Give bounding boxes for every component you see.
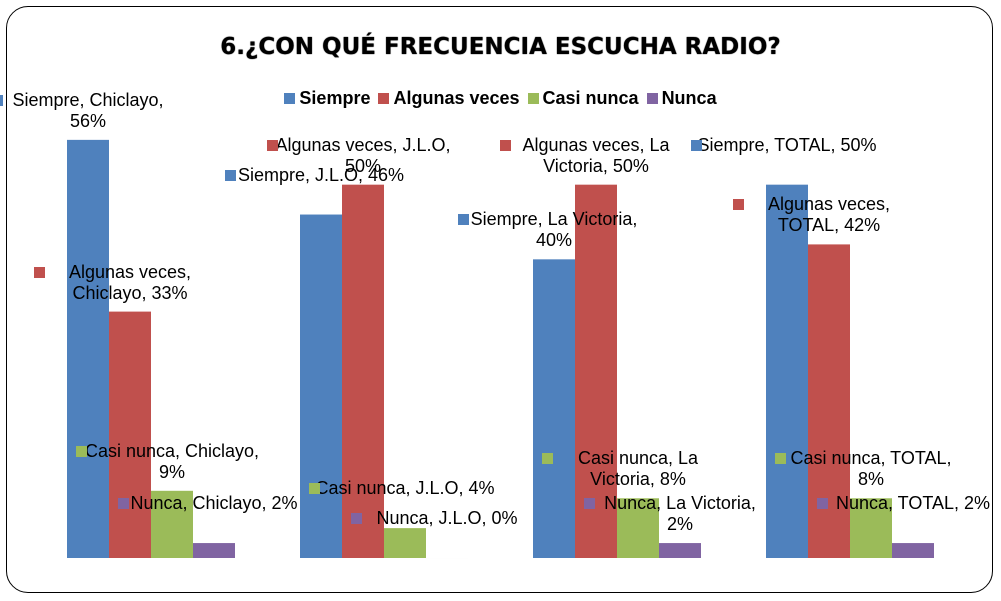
legend-label: Algunas veces [393, 88, 520, 108]
legend-label: Casi nunca [542, 88, 639, 108]
data-label-marker [34, 266, 45, 278]
legend-swatch [646, 93, 658, 104]
data-label-marker [309, 483, 320, 495]
legend-swatch [378, 93, 390, 104]
data-label: Siempre, TOTAL, 50% [697, 134, 877, 155]
data-label-marker [76, 445, 87, 457]
data-label: Algunas veces, J.L.O, 50% [275, 134, 451, 176]
data-label: Casi nunca, J.L.O, 4% [315, 478, 495, 499]
data-label-marker [351, 513, 362, 524]
data-label: Casi nunca, La Victoria, 8% [577, 448, 699, 490]
bar [300, 214, 342, 559]
data-label-marker [542, 453, 553, 465]
bar [67, 139, 109, 558]
bar [766, 184, 808, 558]
bar [892, 543, 934, 558]
data-label: Casi nunca, Chiclayo, 9% [84, 440, 260, 482]
data-label: Siempre, La Victoria, 40% [470, 209, 638, 251]
chart-title: 6.¿CON QUÉ FRECUENCIA ESCUCHA RADIO? [220, 34, 781, 60]
data-label: Nunca, J.L.O, 0% [376, 508, 518, 528]
bar [659, 543, 701, 558]
data-label: Nunca, TOTAL, 2% [835, 493, 991, 514]
legend-item: Algunas veces [378, 88, 520, 109]
legend-swatch [527, 93, 539, 104]
data-label-marker [775, 453, 786, 465]
bar [533, 259, 575, 558]
data-label-marker [500, 139, 511, 151]
bar [109, 311, 151, 558]
data-label-marker [733, 199, 744, 211]
data-label-marker [584, 498, 595, 510]
legend-swatch [284, 93, 296, 104]
data-label: Siempre, Chiclayo, 56% [12, 89, 164, 131]
data-label: Siempre, J.L.O, 46% [237, 164, 405, 185]
data-label-marker [225, 169, 236, 181]
data-label-marker [817, 498, 828, 510]
bar [575, 184, 617, 558]
legend-item: Casi nunca [527, 88, 639, 109]
data-label: Algunas veces, Chiclayo, 33% [68, 261, 192, 303]
data-label-marker [691, 139, 702, 151]
data-label-marker [458, 214, 469, 226]
data-label: Algunas veces, La Victoria, 50% [522, 134, 670, 176]
data-label-marker [0, 94, 3, 106]
bar [151, 490, 193, 558]
legend-item: Siempre [284, 88, 370, 109]
chart-border [6, 6, 993, 593]
legend-label: Siempre [299, 88, 371, 108]
bar [384, 528, 426, 558]
data-label: Nunca, Chiclayo, 2% [130, 493, 298, 514]
data-label: Algunas veces, TOTAL, 42% [767, 194, 891, 236]
bar [850, 498, 892, 558]
bar [342, 184, 384, 558]
data-label-marker [118, 498, 129, 510]
legend-item: Nunca [646, 88, 717, 109]
bar [808, 244, 850, 558]
bar [617, 498, 659, 558]
data-label: Casi nunca, TOTAL, 8% [790, 448, 952, 490]
bar [193, 543, 235, 558]
legend: Siempre Algunas veces Casi nunca Nunca [0, 88, 1001, 109]
data-label: Nunca, La Victoria, 2% [604, 493, 756, 535]
legend-label: Nunca [661, 88, 717, 108]
data-label-marker [267, 139, 278, 151]
